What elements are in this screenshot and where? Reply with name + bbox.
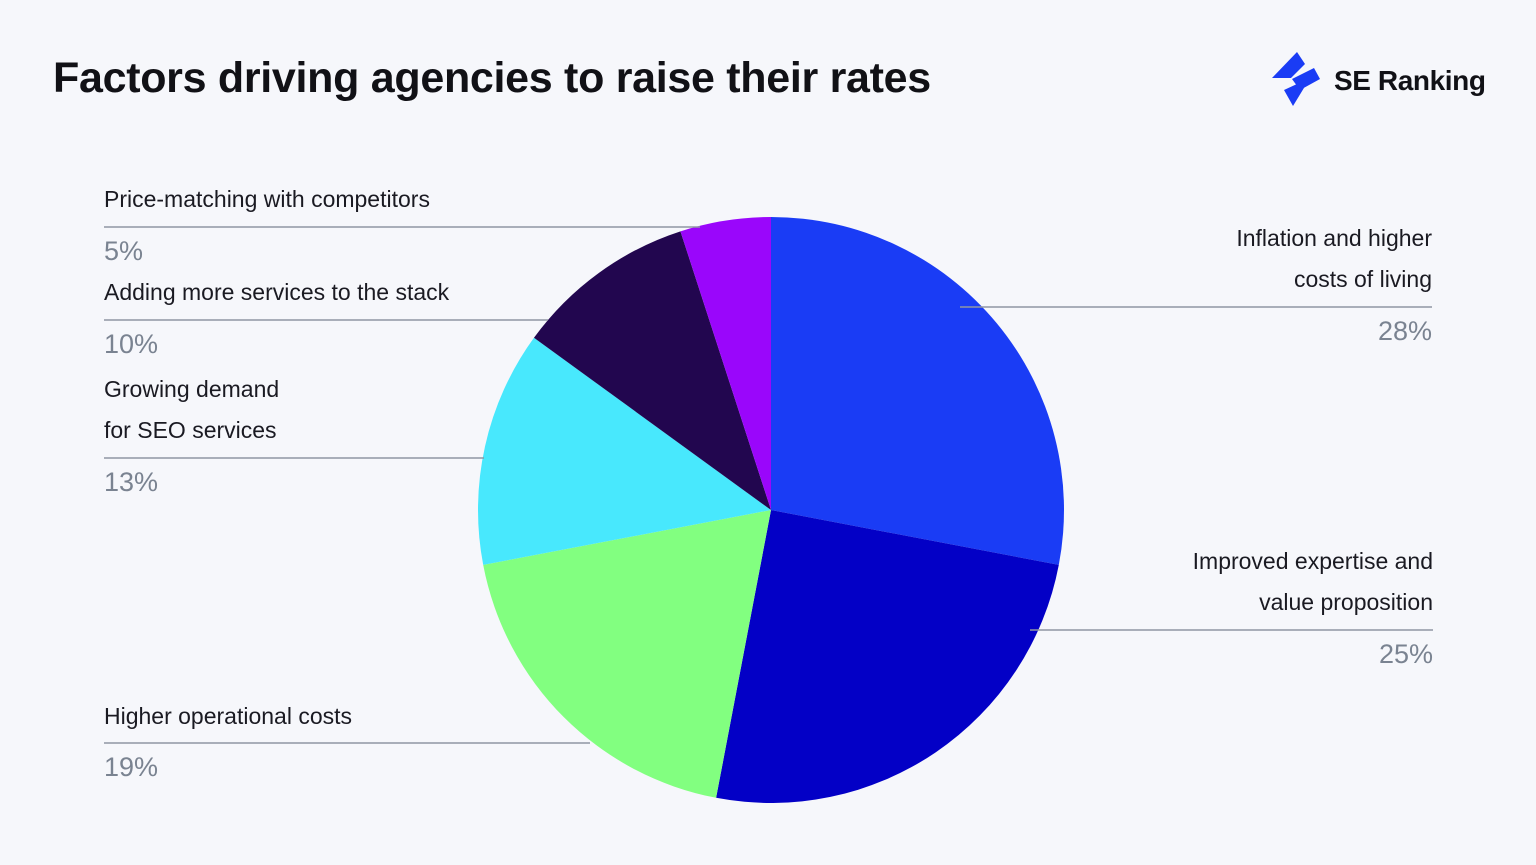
lightning-bolt-logo-icon bbox=[1270, 50, 1326, 111]
slice-label-improved-expertise-and-value-proposition: Improved expertise and bbox=[1193, 548, 1433, 574]
slice-label-adding-more-services-to-the-stack: Adding more services to the stack bbox=[104, 279, 450, 305]
brand-name: SE Ranking bbox=[1334, 64, 1486, 96]
slice-value-higher-operational-costs: 19% bbox=[104, 752, 158, 782]
slice-value-growing-demand-for-seo-services: 13% bbox=[104, 467, 158, 497]
slice-label-inflation-and-higher-costs-of-living: costs of living bbox=[1294, 266, 1432, 292]
slice-value-adding-more-services-to-the-stack: 10% bbox=[104, 329, 158, 359]
pie-slice-higher-operational-costs bbox=[483, 510, 771, 798]
slice-value-inflation-and-higher-costs-of-living: 28% bbox=[1378, 316, 1432, 346]
slice-label-inflation-and-higher-costs-of-living: Inflation and higher bbox=[1236, 225, 1432, 251]
brand-logo: SE Ranking bbox=[1270, 50, 1486, 111]
chart-title: Factors driving agencies to raise their … bbox=[53, 54, 931, 102]
pie-slice-adding-more-services-to-the-stack bbox=[533, 231, 771, 510]
slice-label-price-matching-with-competitors: Price-matching with competitors bbox=[104, 186, 430, 212]
slice-value-improved-expertise-and-value-proposition: 25% bbox=[1379, 639, 1433, 669]
slice-value-price-matching-with-competitors: 5% bbox=[104, 236, 143, 266]
pie-slices bbox=[478, 217, 1064, 803]
slice-label-growing-demand-for-seo-services: Growing demand bbox=[104, 376, 279, 402]
slice-label-growing-demand-for-seo-services: for SEO services bbox=[104, 417, 277, 443]
pie-slice-improved-expertise-and-value-proposition bbox=[716, 510, 1059, 803]
pie-slice-growing-demand-for-seo-services bbox=[478, 337, 771, 565]
slice-label-higher-operational-costs: Higher operational costs bbox=[104, 703, 352, 729]
pie-slice-inflation-and-higher-costs-of-living bbox=[771, 217, 1064, 565]
slice-label-improved-expertise-and-value-proposition: value proposition bbox=[1259, 589, 1433, 615]
pie-slice-price-matching-with-competitors bbox=[680, 217, 771, 510]
pie-annotations: Inflation and higher costs of living 28% Im… bbox=[104, 186, 1433, 782]
